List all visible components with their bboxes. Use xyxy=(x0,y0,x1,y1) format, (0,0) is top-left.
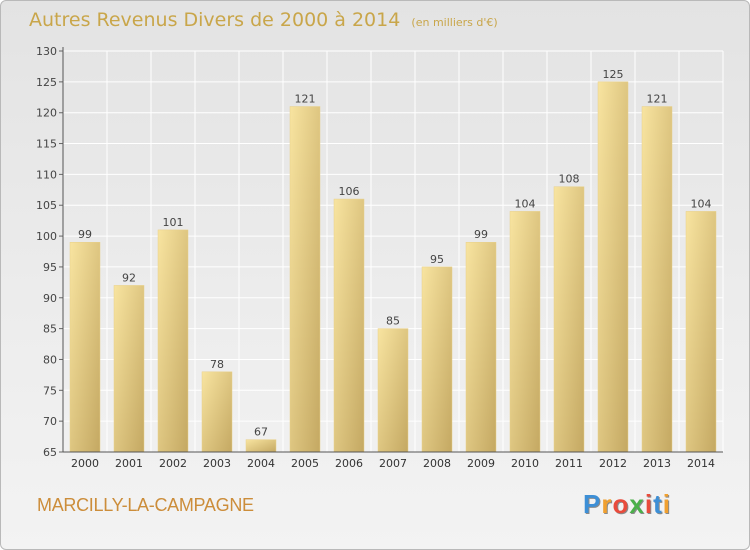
y-tick-label: 80 xyxy=(43,353,57,366)
bar-value-label: 106 xyxy=(339,185,360,198)
y-tick-label: 125 xyxy=(36,76,57,89)
x-tick-label: 2014 xyxy=(687,457,715,470)
bar-value-label: 104 xyxy=(515,197,536,210)
y-tick-label: 95 xyxy=(43,261,57,274)
bar xyxy=(465,241,497,453)
bar xyxy=(113,285,145,453)
y-tick-label: 105 xyxy=(36,199,57,212)
bar xyxy=(641,106,673,453)
bar xyxy=(201,371,233,453)
y-tick-label: 75 xyxy=(43,384,57,397)
bar xyxy=(333,198,365,453)
logo-letter: x xyxy=(629,489,645,519)
logo-letter: i xyxy=(644,489,654,519)
chart-subtitle: (en milliers d'€) xyxy=(411,16,498,29)
x-tick-label: 2007 xyxy=(379,457,407,470)
bar xyxy=(597,81,629,453)
bar-value-label: 108 xyxy=(559,173,580,186)
bar xyxy=(509,211,541,453)
bar xyxy=(377,328,409,453)
x-tick-label: 2005 xyxy=(291,457,319,470)
logo-letter: r xyxy=(601,489,613,519)
bar-value-label: 104 xyxy=(691,197,712,210)
x-tick-label: 2008 xyxy=(423,457,451,470)
x-tick-label: 2006 xyxy=(335,457,363,470)
y-tick-label: 110 xyxy=(36,168,57,181)
bar xyxy=(69,241,101,453)
logo-letter: t xyxy=(653,489,663,519)
x-tick-label: 2000 xyxy=(71,457,99,470)
x-tick-label: 2001 xyxy=(115,457,143,470)
chart-title: Autres Revenus Divers de 2000 à 2014 xyxy=(29,9,401,31)
y-tick-label: 85 xyxy=(43,323,57,336)
y-tick-label: 90 xyxy=(43,292,57,305)
logo-letter: o xyxy=(612,489,630,519)
bar xyxy=(685,211,717,453)
bar xyxy=(553,186,585,453)
logo-letter: i xyxy=(662,489,671,519)
x-tick-label: 2009 xyxy=(467,457,495,470)
proxiti-logo[interactable]: Proxiti xyxy=(583,489,671,520)
bar-value-label: 99 xyxy=(474,228,488,241)
bar-value-label: 95 xyxy=(430,253,444,266)
x-tick-label: 2004 xyxy=(247,457,275,470)
bar-value-label: 78 xyxy=(210,358,224,371)
x-tick-label: 2012 xyxy=(599,457,627,470)
bar-value-label: 121 xyxy=(647,93,668,106)
logo-letter: P xyxy=(583,489,602,519)
bar xyxy=(245,439,277,453)
y-tick-label: 65 xyxy=(43,446,57,459)
y-tick-label: 130 xyxy=(36,45,57,58)
bar xyxy=(157,229,189,453)
y-tick-label: 115 xyxy=(36,138,57,151)
bar-value-label: 121 xyxy=(295,93,316,106)
x-tick-label: 2003 xyxy=(203,457,231,470)
x-tick-label: 2010 xyxy=(511,457,539,470)
bar-value-label: 85 xyxy=(386,315,400,328)
commune-name: MARCILLY-LA-CAMPAGNE xyxy=(37,495,254,515)
bar-value-label: 92 xyxy=(122,271,136,284)
y-tick-label: 70 xyxy=(43,415,57,428)
x-tick-label: 2011 xyxy=(555,457,583,470)
bar-value-label: 125 xyxy=(603,68,624,81)
bar xyxy=(289,106,321,453)
x-tick-label: 2013 xyxy=(643,457,671,470)
bar-value-label: 67 xyxy=(254,426,268,439)
x-tick-label: 2002 xyxy=(159,457,187,470)
chart-title-block: Autres Revenus Divers de 2000 à 2014 (en… xyxy=(29,9,498,31)
y-tick-label: 120 xyxy=(36,107,57,120)
bar-value-label: 101 xyxy=(163,216,184,229)
y-tick-label: 100 xyxy=(36,230,57,243)
bar-value-label: 99 xyxy=(78,228,92,241)
bar-layer: 99 92 101 78 67 121 106 85 95 99 104 108 125 121 104 xyxy=(69,68,717,453)
axis-layer: 65 70 75 80 85 90 95 100 105 110 115 120 125 130 2000 2… xyxy=(36,45,723,470)
bar xyxy=(421,266,453,453)
